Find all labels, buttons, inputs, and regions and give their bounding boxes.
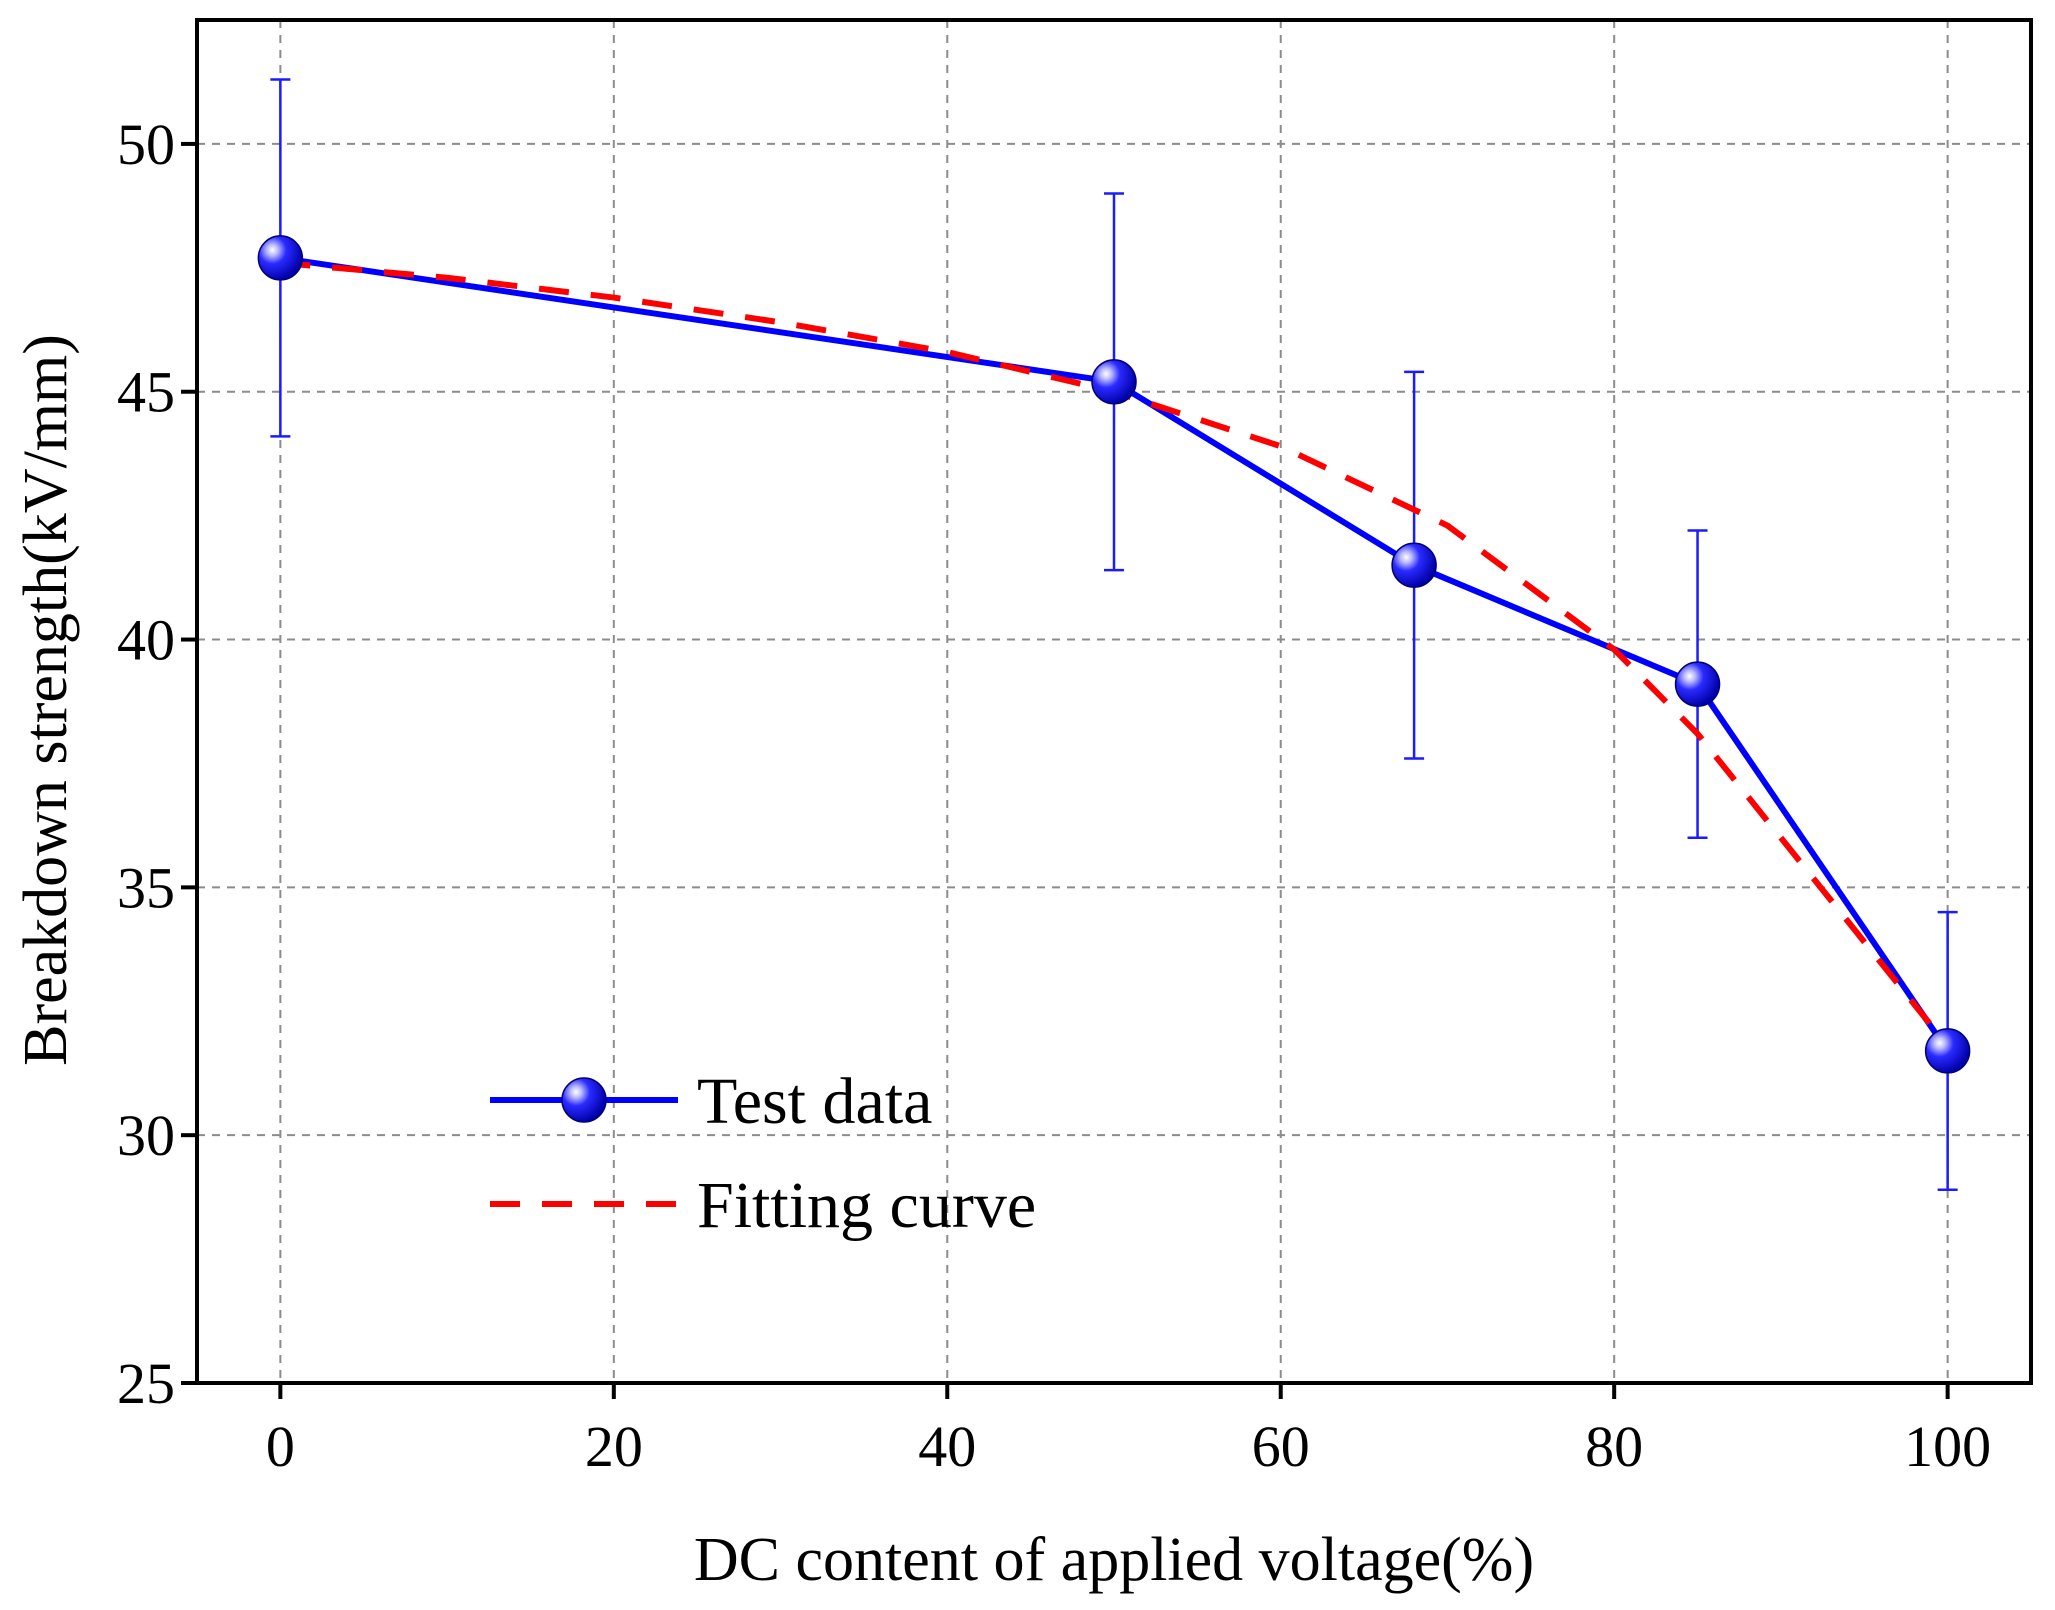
x-tick-label: 60	[1252, 1414, 1310, 1479]
y-tick-label: 25	[117, 1351, 175, 1416]
x-tick-label: 100	[1904, 1414, 1991, 1479]
legend-marker-test-data	[561, 1077, 607, 1123]
x-tick-label: 0	[266, 1414, 295, 1479]
legend-label-test-data: Test data	[697, 1065, 932, 1138]
data-point-test-data	[1674, 661, 1721, 707]
x-tick-label: 20	[585, 1414, 643, 1479]
data-point-test-data	[1091, 359, 1137, 405]
x-tick-label: 80	[1585, 1414, 1643, 1479]
x-tick-label: 40	[918, 1414, 976, 1479]
y-tick-label: 50	[117, 112, 175, 177]
axis-ticks: 0 20 40 60 80 100 25 30 35 40 45 50	[117, 112, 1991, 1479]
plot-area	[257, 78, 1971, 1191]
plot-frame	[195, 18, 2033, 1385]
legend: Test data Fitting curve	[490, 1065, 1036, 1242]
x-axis-title: DC content of applied voltage(%)	[694, 1526, 1534, 1594]
y-tick-label: 40	[117, 608, 175, 673]
series-line-fitting-curve	[280, 259, 1950, 1048]
data-point-test-data	[1924, 1028, 1971, 1074]
y-tick-label: 35	[117, 855, 175, 920]
y-axis-title: Breakdown strength(kV/mm)	[12, 334, 80, 1066]
y-tick-label: 45	[117, 360, 175, 425]
y-tick-label: 30	[117, 1103, 175, 1168]
data-point-test-data	[1391, 542, 1437, 588]
data-point-test-data	[257, 235, 304, 281]
legend-label-fitting-curve: Fitting curve	[697, 1169, 1036, 1242]
